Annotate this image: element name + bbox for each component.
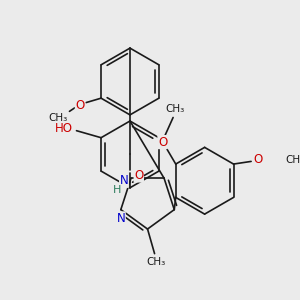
Text: O: O xyxy=(158,136,167,148)
Text: O: O xyxy=(254,153,263,166)
Text: N: N xyxy=(116,212,125,225)
Text: O: O xyxy=(134,169,143,182)
Text: N: N xyxy=(120,174,128,187)
Text: O: O xyxy=(75,99,85,112)
Text: CH₃: CH₃ xyxy=(285,155,300,165)
Text: HO: HO xyxy=(55,122,73,135)
Text: CH₃: CH₃ xyxy=(147,257,166,267)
Text: CH₃: CH₃ xyxy=(165,104,184,114)
Text: H: H xyxy=(113,185,121,196)
Text: CH₃: CH₃ xyxy=(48,112,68,122)
